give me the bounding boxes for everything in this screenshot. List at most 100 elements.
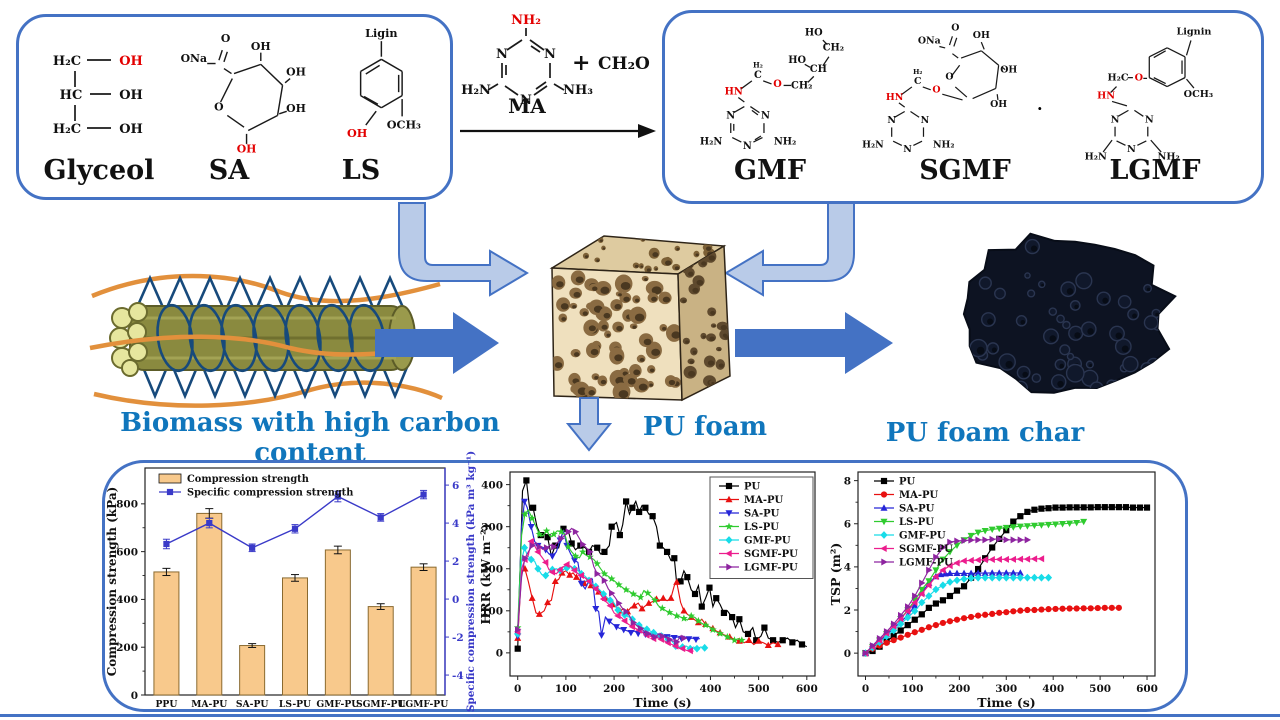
svg-text:ONa: ONa [918,36,941,47]
svg-text:OH: OH [990,99,1007,110]
svg-text:N: N [1111,114,1120,125]
svg-text:0: 0 [496,648,503,660]
svg-text:NH₂: NH₂ [774,136,797,147]
svg-text:NH₂: NH₂ [1158,151,1180,162]
svg-text:O: O [951,23,959,34]
sgmf-label: SGMF [919,155,1011,186]
svg-text:H₂N: H₂N [862,140,884,151]
bottom-border-line [0,714,1280,717]
svg-text:C: C [754,70,762,81]
svg-text:0: 0 [514,683,521,695]
svg-text:LS-PU: LS-PU [899,517,934,528]
svg-text:SA-PU: SA-PU [899,504,935,515]
svg-text:H₂: H₂ [913,68,923,76]
reaction-arrow-label: MA [508,94,546,118]
svg-text:CH: CH [810,64,827,75]
svg-text:Ligin: Ligin [365,26,397,40]
svg-text:PU: PU [744,482,761,493]
svg-text:300: 300 [995,683,1017,695]
svg-text:H₂N: H₂N [700,136,723,147]
svg-text:OH: OH [237,142,257,155]
glycerol-structure: H₂C OH HC OH H₂C OH [53,54,143,137]
svg-text:LGMF-PU: LGMF-PU [399,699,448,710]
svg-text:300: 300 [481,521,503,533]
biomass-illustration [89,273,446,408]
lignosulfonate-structure: Ligin OCH₃ OH [347,26,421,140]
svg-text:MA-PU: MA-PU [899,490,938,501]
svg-text:N: N [496,47,508,62]
svg-text:500: 500 [1089,683,1111,695]
formaldehyde-formula: CH₂O [598,54,650,74]
svg-text:0: 0 [131,690,138,702]
svg-text:N: N [903,144,912,155]
lgmf-label: LGMF [1109,155,1201,186]
gmf-label: GMF [733,155,807,186]
svg-text:HO: HO [788,55,806,66]
svg-text:O: O [773,79,782,90]
svg-text:GMF-PU: GMF-PU [744,536,791,547]
svg-text:2: 2 [844,605,851,617]
svg-text:Time (s): Time (s) [977,695,1035,710]
svg-text:C: C [914,76,921,87]
svg-text:-2: -2 [452,632,464,644]
svg-text:N: N [887,115,896,126]
svg-text:Specific compression strength: Specific compression strength (kPa m³ kg… [465,451,477,712]
svg-text:ONa: ONa [181,52,207,65]
svg-text:H₂N: H₂N [461,83,491,98]
svg-text:CH₂: CH₂ [791,80,812,91]
svg-text:600: 600 [116,546,138,558]
svg-text:4: 4 [844,562,851,574]
svg-text:N: N [1145,114,1154,125]
svg-text:-4: -4 [452,670,464,682]
svg-text:MA-PU: MA-PU [744,495,783,506]
svg-text:O: O [1135,73,1143,84]
reaction-arrow [460,124,656,138]
sodium-alginate-structure: O OH OH OH OH O ONa [181,32,306,156]
svg-text:100: 100 [555,683,577,695]
hrr-chart: 0 100 200 300 400 500 600 0 100 200 300 400 Time (s)… [478,471,818,710]
svg-text:500: 500 [748,683,770,695]
svg-text:SA-PU: SA-PU [236,699,269,710]
svg-text:4: 4 [452,518,459,530]
svg-text:100: 100 [901,683,923,695]
svg-text:200: 200 [948,683,970,695]
svg-text:SGMF-PU: SGMF-PU [744,549,798,560]
svg-text:SA-PU: SA-PU [744,509,780,520]
svg-text:N: N [544,47,556,62]
svg-text:HO: HO [805,28,823,39]
svg-text:400: 400 [1042,683,1064,695]
svg-text:HN: HN [725,86,743,97]
svg-text:MA-PU: MA-PU [191,699,227,710]
svg-text:OH: OH [119,88,143,103]
svg-text:N: N [520,93,532,108]
svg-text:Compression strength: Compression strength [187,474,309,485]
svg-text:0: 0 [452,594,459,606]
series-MA-PU [862,604,1122,657]
pu-foam-label: PU foam [642,412,768,442]
svg-text:LGMF-PU: LGMF-PU [744,563,798,574]
svg-text:400: 400 [481,479,503,491]
svg-text:6: 6 [452,480,459,492]
svg-text:300: 300 [651,683,673,695]
svg-text:NH₂: NH₂ [933,140,955,151]
svg-text:200: 200 [116,642,138,654]
svg-text:O: O [221,32,230,45]
svg-text:OCH₃: OCH₃ [1184,89,1213,100]
svg-text:O: O [214,100,223,113]
svg-text:LGMF-PU: LGMF-PU [899,558,953,569]
svg-text:SGMF-PU: SGMF-PU [899,544,953,555]
svg-text:200: 200 [481,564,503,576]
svg-text:NH₂: NH₂ [511,13,541,28]
svg-text:OH: OH [286,102,306,115]
svg-text:H₂N: H₂N [1085,151,1107,162]
svg-text:OH: OH [973,30,990,41]
svg-text:TSP (m²): TSP (m²) [828,543,843,606]
legend: Compression strength Specific compression… [158,473,353,499]
arrow-foam-to-char-icon [735,312,893,374]
svg-text:N: N [726,111,735,122]
svg-text:OH: OH [286,65,306,78]
svg-text:Compression strength (kPa): Compression strength (kPa) [105,487,119,677]
